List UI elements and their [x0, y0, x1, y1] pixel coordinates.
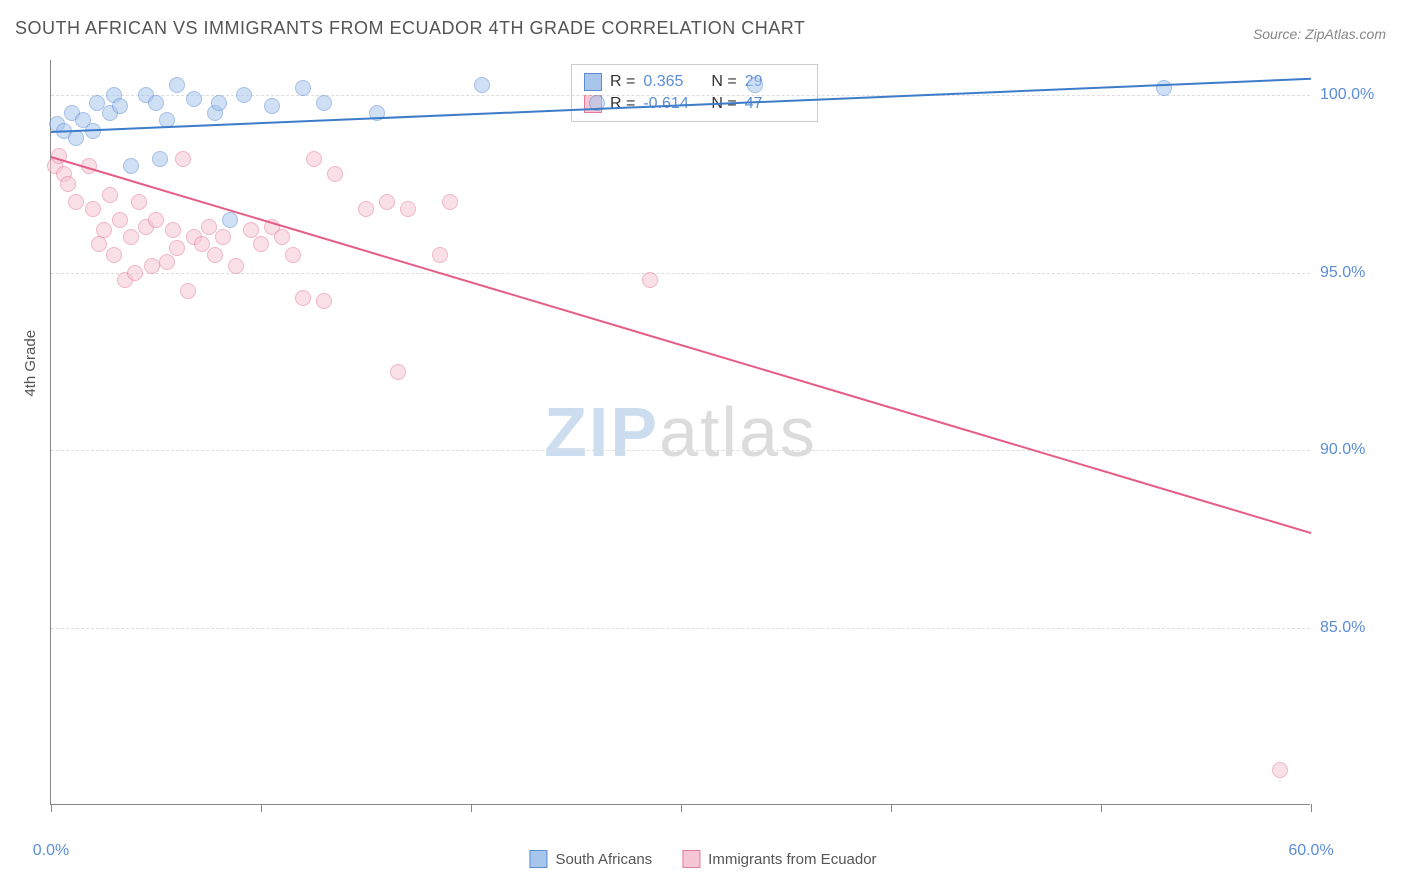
y-tick-label: 90.0%: [1320, 441, 1390, 459]
data-point: [127, 265, 143, 281]
data-point: [1272, 762, 1288, 778]
watermark-zip: ZIP: [544, 393, 659, 471]
y-tick-label: 100.0%: [1320, 86, 1390, 104]
data-point: [68, 194, 84, 210]
x-tick: [1101, 804, 1102, 812]
data-point: [295, 290, 311, 306]
data-point: [236, 87, 252, 103]
data-point: [180, 283, 196, 299]
x-tick-label: 60.0%: [1288, 842, 1333, 860]
data-point: [169, 77, 185, 93]
legend-r-value: 0.365: [643, 73, 703, 91]
data-point: [85, 201, 101, 217]
data-point: [148, 212, 164, 228]
data-point: [112, 98, 128, 114]
x-tick-label: 0.0%: [33, 842, 69, 860]
gridline: [51, 450, 1310, 451]
legend-label: South Africans: [555, 851, 652, 868]
data-point: [253, 236, 269, 252]
x-tick: [471, 804, 472, 812]
data-point: [442, 194, 458, 210]
data-point: [400, 201, 416, 217]
data-point: [432, 247, 448, 263]
watermark-atlas: atlas: [659, 393, 817, 471]
data-point: [222, 212, 238, 228]
data-point: [327, 166, 343, 182]
gridline: [51, 628, 1310, 629]
data-point: [169, 240, 185, 256]
data-point: [68, 130, 84, 146]
data-point: [215, 229, 231, 245]
data-point: [243, 222, 259, 238]
y-axis-label: 4th Grade: [22, 330, 39, 397]
x-tick: [51, 804, 52, 812]
x-tick: [681, 804, 682, 812]
x-tick: [891, 804, 892, 812]
legend-n-label: N =: [711, 73, 736, 91]
data-point: [60, 176, 76, 192]
legend-item: Immigrants from Ecuador: [682, 850, 876, 868]
data-point: [102, 187, 118, 203]
x-tick: [261, 804, 262, 812]
data-point: [274, 229, 290, 245]
data-point: [112, 212, 128, 228]
data-point: [144, 258, 160, 274]
series-legend: South Africans Immigrants from Ecuador: [529, 850, 876, 868]
legend-n-value: 47: [745, 95, 805, 113]
data-point: [285, 247, 301, 263]
legend-item: South Africans: [529, 850, 652, 868]
trend-line: [51, 156, 1312, 534]
data-point: [106, 247, 122, 263]
data-point: [131, 194, 147, 210]
data-point: [91, 236, 107, 252]
correlation-legend: R =0.365N =29R =-0.614N =47: [571, 64, 818, 122]
legend-swatch: [682, 850, 700, 868]
data-point: [228, 258, 244, 274]
data-point: [642, 272, 658, 288]
y-tick-label: 95.0%: [1320, 264, 1390, 282]
legend-row: R =0.365N =29: [584, 71, 805, 93]
data-point: [123, 158, 139, 174]
data-point: [96, 222, 112, 238]
data-point: [747, 77, 763, 93]
data-point: [316, 293, 332, 309]
legend-label: Immigrants from Ecuador: [708, 851, 876, 868]
watermark: ZIPatlas: [544, 392, 817, 472]
data-point: [295, 80, 311, 96]
gridline: [51, 273, 1310, 274]
data-point: [123, 229, 139, 245]
legend-r-label: R =: [610, 95, 635, 113]
x-tick: [1311, 804, 1312, 812]
data-point: [201, 219, 217, 235]
data-point: [207, 247, 223, 263]
data-point: [211, 95, 227, 111]
data-point: [175, 151, 191, 167]
data-point: [165, 222, 181, 238]
data-point: [148, 95, 164, 111]
legend-swatch: [584, 73, 602, 91]
data-point: [152, 151, 168, 167]
data-point: [379, 194, 395, 210]
data-point: [264, 98, 280, 114]
data-point: [474, 77, 490, 93]
data-point: [358, 201, 374, 217]
data-point: [306, 151, 322, 167]
source-label: Source: ZipAtlas.com: [1253, 26, 1386, 42]
data-point: [159, 254, 175, 270]
plot-area: ZIPatlas R =0.365N =29R =-0.614N =47 85.…: [50, 60, 1310, 805]
legend-swatch: [529, 850, 547, 868]
data-point: [316, 95, 332, 111]
y-tick-label: 85.0%: [1320, 619, 1390, 637]
legend-r-label: R =: [610, 73, 635, 91]
data-point: [390, 364, 406, 380]
data-point: [186, 91, 202, 107]
chart-title: SOUTH AFRICAN VS IMMIGRANTS FROM ECUADOR…: [15, 18, 805, 39]
